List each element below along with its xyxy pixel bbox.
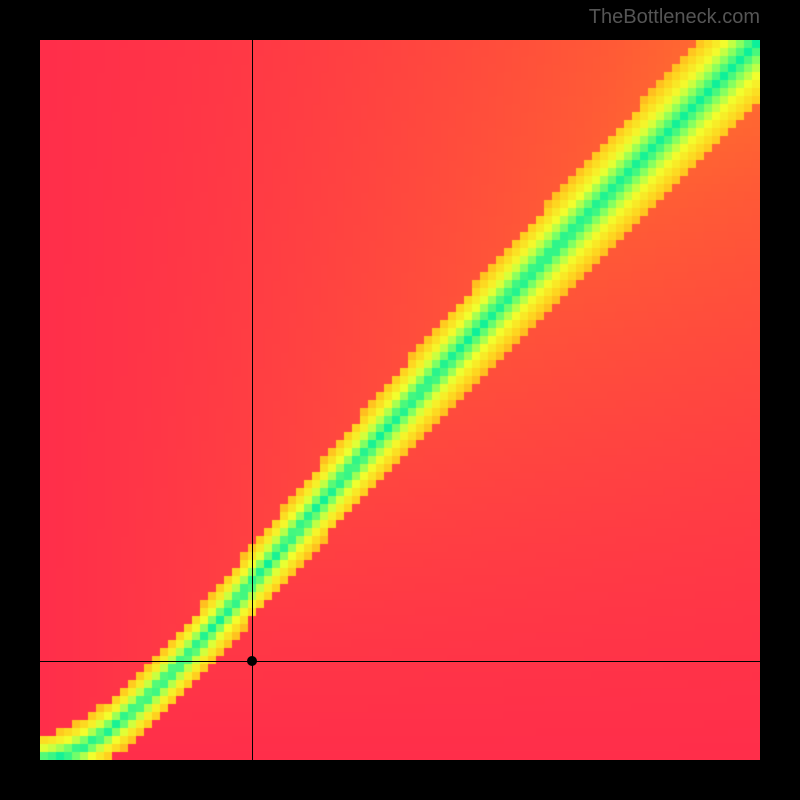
heatmap-canvas [40, 40, 760, 760]
plot-area [40, 40, 760, 760]
attribution-text: TheBottleneck.com [589, 6, 760, 29]
marker-dot [247, 656, 257, 666]
crosshair-horizontal-line [40, 661, 760, 662]
crosshair-vertical-line [252, 40, 253, 760]
